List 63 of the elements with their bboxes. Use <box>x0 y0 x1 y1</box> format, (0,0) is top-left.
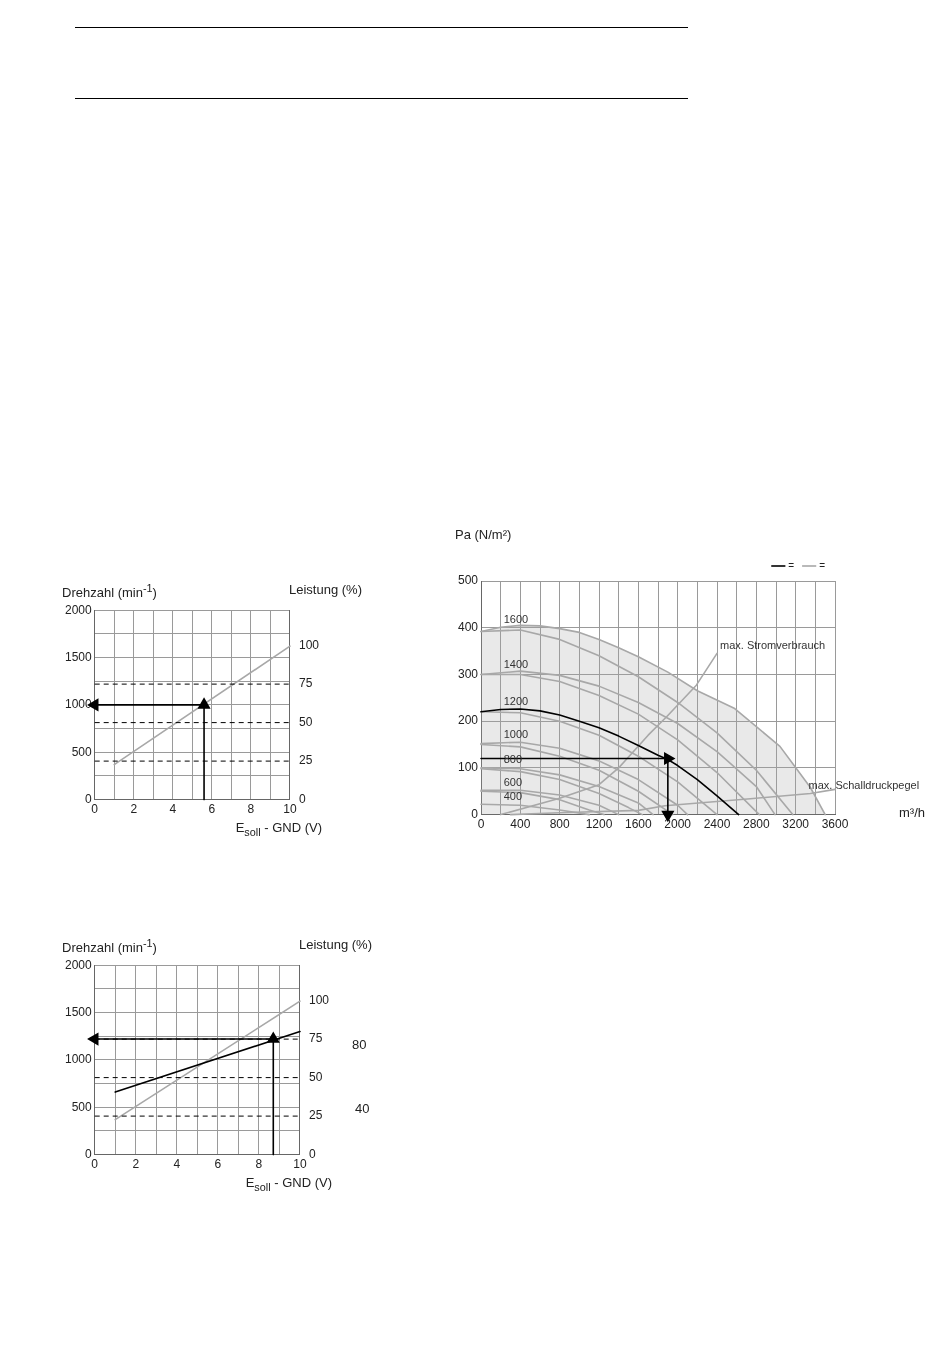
annotation: 1600 <box>503 612 529 625</box>
x-axis-title: E$_{soll}$ - GND (V) <box>235 820 322 838</box>
y-tick-label: 1500 <box>64 649 93 664</box>
y2-tick-label: 25 <box>308 1108 323 1123</box>
y2-tick-label: 75 <box>298 676 313 691</box>
y-tick-label: 100 <box>457 760 479 775</box>
legend-label: = <box>819 559 826 571</box>
y-tick-label: 500 <box>71 1099 93 1114</box>
x-tick-label: 2 <box>132 1157 140 1172</box>
y2-tick-label: 50 <box>298 714 313 729</box>
y-tick-label: 500 <box>71 744 93 759</box>
x-axis-title: E$_{soll}$ - GND (V) <box>245 1175 332 1193</box>
y-tick-label: 1500 <box>64 1004 93 1019</box>
text: 40 <box>355 1101 370 1116</box>
x-tick-label: 2800 <box>742 817 771 832</box>
y-tick-label: 400 <box>457 620 479 635</box>
y-axis-title: Drehzahl (min$^{-1}$) <box>62 937 157 956</box>
annotation: 1000 <box>503 728 529 741</box>
x-tick-label: 3200 <box>782 817 810 832</box>
x-tick-label: 10 <box>283 802 297 817</box>
y-tick-label: 500 <box>457 573 479 588</box>
y-axis-title: Drehzahl (min$^{-1}$) <box>62 582 157 601</box>
x-axis-title: m³/h <box>899 805 925 822</box>
x-tick-label: 4 <box>173 1157 181 1172</box>
x-tick-label: 4 <box>169 802 177 817</box>
y2-tick-label: 100 <box>308 992 330 1007</box>
legend-label: = <box>788 559 795 571</box>
x-tick-label: 2 <box>130 802 138 817</box>
y-tick-label: 1000 <box>64 1052 93 1067</box>
x-tick-label: 3600 <box>821 817 849 832</box>
annotation: 400 <box>503 790 523 803</box>
annotation: max. Stromverbrauch <box>720 638 826 651</box>
annotation: 1400 <box>503 657 529 670</box>
x-tick-label: 8 <box>247 802 255 817</box>
x-tick-label: 800 <box>549 817 571 832</box>
text: 80 <box>352 1037 367 1052</box>
annotation: 600 <box>503 775 523 788</box>
y2-tick-label: 0 <box>308 1146 316 1161</box>
x-tick-label: 1600 <box>624 817 653 832</box>
y2-tick-label: 100 <box>298 637 320 652</box>
x-tick-label: 2400 <box>703 817 731 832</box>
x-tick-label: 1200 <box>585 817 613 832</box>
y2-axis-title: Leistung (%) <box>299 937 372 954</box>
y-tick-label: 300 <box>457 666 479 681</box>
y-tick-label: 2000 <box>64 957 93 972</box>
annotation: max. Schalldruckpegel <box>808 779 920 792</box>
y-tick-label: 0 <box>85 1146 93 1161</box>
y-tick-label: 2000 <box>64 602 93 617</box>
x-tick-label: 400 <box>510 817 531 832</box>
y-tick-label: 200 <box>457 713 479 728</box>
y-axis-title: Pa (N/m²) <box>455 527 512 544</box>
y2-tick-label: 50 <box>308 1069 323 1084</box>
y2-tick-label: 25 <box>298 753 313 768</box>
y2-tick-label: 0 <box>298 791 306 806</box>
y2-axis-title: Leistung (%) <box>289 582 362 599</box>
x-tick-label: 8 <box>255 1157 263 1172</box>
x-tick-label: 6 <box>208 802 216 817</box>
y2-tick-label: 75 <box>308 1031 323 1046</box>
y-tick-label: 0 <box>85 791 93 806</box>
annotation: 1200 <box>503 695 529 708</box>
x-tick-label: 2000 <box>664 817 692 832</box>
x-tick-label: 6 <box>214 1157 222 1172</box>
x-tick-label: 10 <box>293 1157 307 1172</box>
